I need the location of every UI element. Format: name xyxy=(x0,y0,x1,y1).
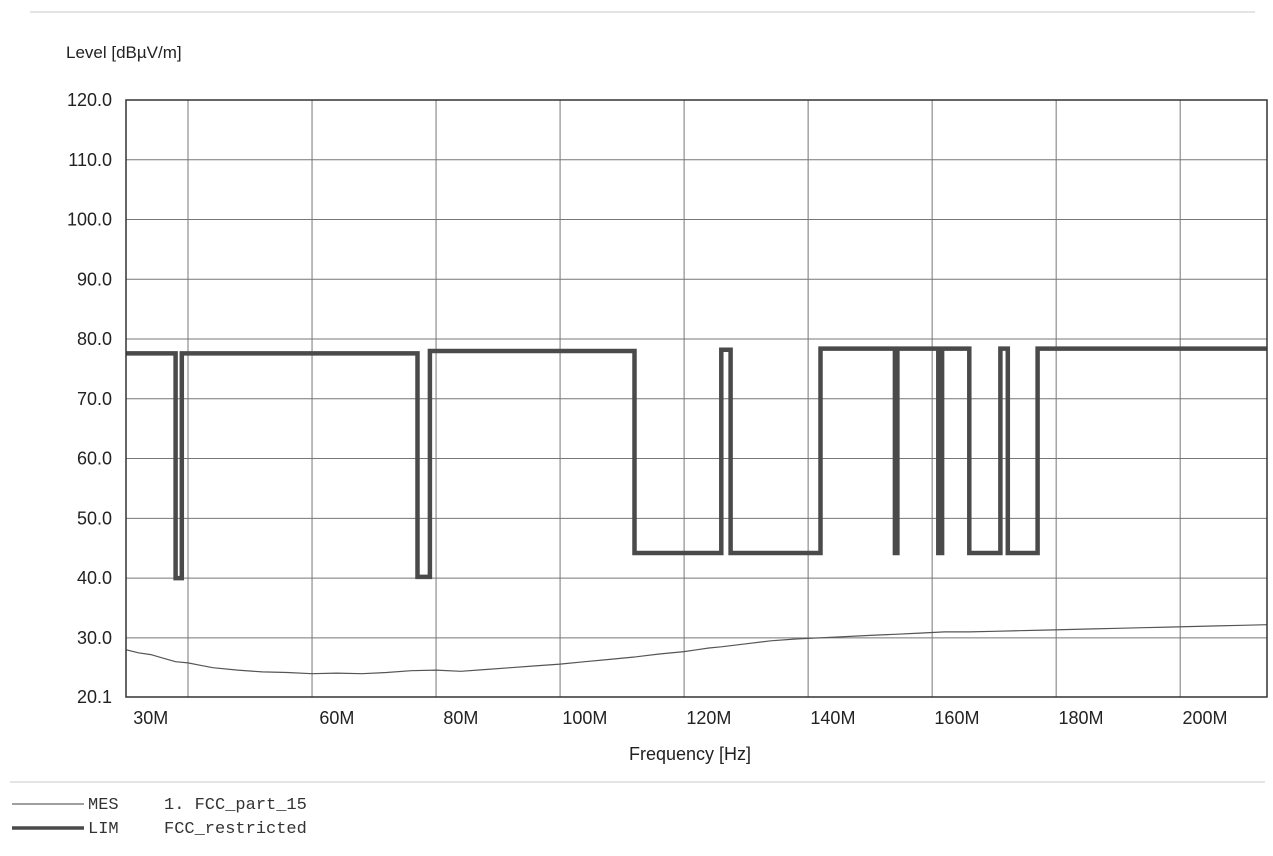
plot-frame xyxy=(125,99,1268,698)
y-tick-label: 110.0 xyxy=(68,150,112,170)
legend: MES 1. FCC_part_15 LIM FCC_restricted xyxy=(12,796,307,839)
series-layer xyxy=(125,346,1268,675)
y-tick-label: 20.1 xyxy=(77,687,112,707)
x-tick-label: 120M xyxy=(686,708,731,728)
x-tick-label: 140M xyxy=(810,708,855,728)
x-tick-label: 80M xyxy=(443,708,478,728)
legend-series-text: FCC_restricted xyxy=(164,820,307,839)
legend-series-name: MES xyxy=(88,796,119,815)
y-tick-labels: 120.0 110.0 100.0 90.0 80.0 70.0 60.0 50.0 40.0 3… xyxy=(67,90,112,707)
x-tick-labels: 30M 60M 80M 100M 120M 140M 160M 180M 200M xyxy=(133,708,1227,728)
y-tick-label: 70.0 xyxy=(77,389,112,409)
x-tick-label: 200M xyxy=(1182,708,1227,728)
y-axis-label: Level [dBµV/m] xyxy=(66,43,182,62)
series-line-lim xyxy=(126,346,1267,581)
x-tick-label: 30M xyxy=(133,708,168,728)
y-tick-label: 50.0 xyxy=(77,508,112,528)
x-axis-label: Frequency [Hz] xyxy=(629,744,751,764)
legend-series-name: LIM xyxy=(88,820,119,839)
y-tick-label: 120.0 xyxy=(67,90,112,110)
legend-series-text: 1. FCC_part_15 xyxy=(164,796,307,815)
series-line-mes xyxy=(125,624,1268,675)
y-tick-label: 30.0 xyxy=(77,628,112,648)
x-tick-label: 60M xyxy=(319,708,354,728)
y-tick-label: 90.0 xyxy=(77,269,112,289)
y-tick-label: 100.0 xyxy=(67,210,112,230)
grid xyxy=(126,100,1267,697)
y-tick-label: 60.0 xyxy=(77,449,112,469)
y-tick-label: 80.0 xyxy=(77,329,112,349)
y-tick-label: 40.0 xyxy=(77,568,112,588)
x-tick-label: 180M xyxy=(1058,708,1103,728)
x-tick-label: 160M xyxy=(934,708,979,728)
x-tick-label: 100M xyxy=(562,708,607,728)
